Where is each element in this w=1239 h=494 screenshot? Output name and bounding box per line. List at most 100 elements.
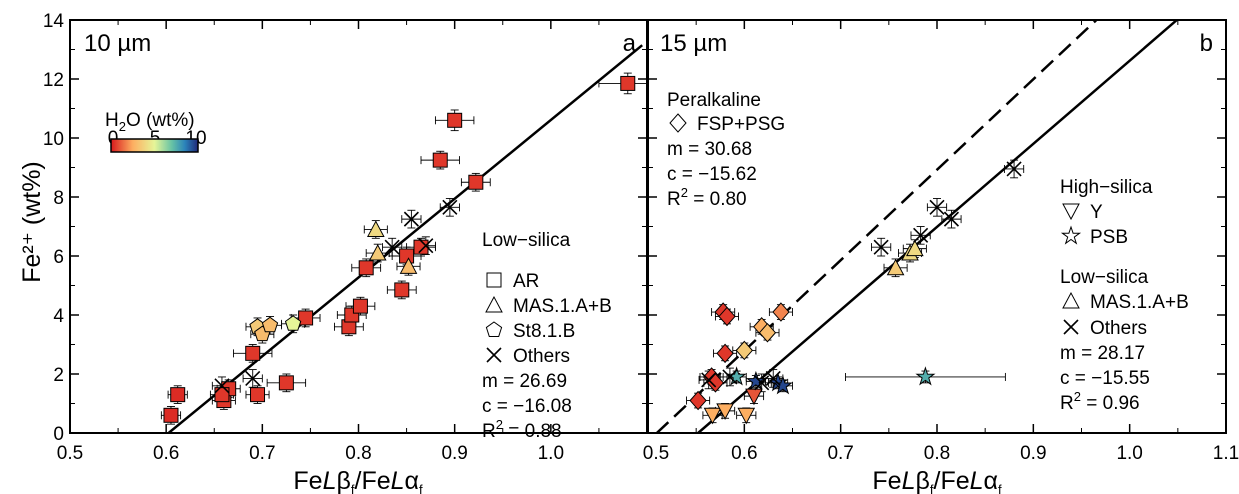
point-a-triangle-20 [366,220,385,237]
x-tick-label-a-3: 0.8 [345,443,371,464]
fit-b1-r2: R2 = 0.80 [667,185,747,210]
point-b-star-14 [915,366,936,386]
point-b-tri-down-10 [703,407,722,425]
legend-b-psb: PSB [1090,227,1128,248]
x-axis-label-b: FeLβf/FeLαf [872,467,1002,494]
point-b-diamond-8 [758,322,777,343]
x-tick-label-b-4: 0.9 [1020,443,1046,464]
point-b-tri-down-13 [745,388,763,406]
point-a-square-11 [352,298,368,314]
legend-a-ar: AR [513,271,539,292]
y-tick-label-1: 2 [53,365,64,386]
point-b-diamond-9 [772,302,790,322]
point-a-pentagon-25 [261,316,279,333]
legend-b-lowsilica-title: Low−silica [1060,267,1149,288]
point-a-square-15 [413,239,429,255]
panel-a-spot-size: 10 µm [84,30,151,57]
point-a-square-1 [170,387,186,403]
x-tick-label-b-5: 1.0 [1116,443,1142,464]
panel-a-plot [160,44,647,433]
legend-b-tri-down-icon [1062,203,1080,221]
fit-b2-intercept: c = −15.55 [1060,368,1150,389]
point-a-triangle-21 [368,243,387,261]
y-tick-label-3: 6 [53,247,64,268]
x-tick-label-b-3: 0.8 [924,443,950,464]
fit-a-intercept: c = −16.08 [482,396,572,417]
fit-b2-slope: m = 28.17 [1060,343,1145,364]
panel-a-ticks: 0.5 0.6 0.7 0.8 0.9 1.0 0 2 4 6 8 10 12 14 [43,11,648,464]
point-a-square-5 [250,387,266,403]
legend-a-square-icon [486,272,502,288]
legend-b-star-icon [1060,225,1082,245]
panel-a-label: a [623,30,637,57]
point-b-cross-28 [722,369,738,385]
fit-b1-slope: m = 30.68 [667,139,752,160]
error-bar-b-23 [910,226,931,245]
x-tick-label-a-5: 1.0 [538,443,564,464]
x-tick-label-b-2: 0.7 [827,443,853,464]
panel-b-ticks: 0.5 0.6 0.7 0.8 0.9 1.0 1.1 [643,19,1239,464]
colorbar-title: H2O (wt%) [105,110,195,134]
point-a-square-0 [163,407,179,423]
point-a-square-12 [394,282,410,298]
panel-b-data [655,20,1178,433]
point-a-square-4 [214,387,230,403]
y-tick-label-5: 10 [43,129,64,150]
fit-line-a-0 [166,44,643,433]
error-bar-b-22 [871,237,892,257]
x-tick-label-b-1: 0.6 [731,443,757,464]
legend-b-highsilica-title: High−silica [1060,177,1153,198]
point-a-square-19 [620,75,636,91]
fit-a-r2: R2 = 0.88 [482,417,562,442]
fit-line-b-1 [697,20,1178,433]
point-b-diamond-2 [716,343,734,364]
x-tick-label-b-6: 1.1 [1213,443,1239,464]
point-a-cross-30 [403,211,419,227]
point-a-square-8 [298,310,314,326]
y-tick-label-7: 14 [43,11,65,32]
point-b-cross-24 [929,199,945,215]
point-b-star-16 [745,370,766,390]
legend-b-peralkaline-title: Peralkaline [667,90,761,111]
point-a-cross-29 [384,239,400,255]
point-b-cross-25 [943,211,960,227]
legend-b-cross-icon [1063,319,1079,335]
y-tick-label-4: 8 [53,188,64,209]
point-a-triangle-22 [399,257,418,274]
fit-a-slope: m = 26.69 [482,371,567,392]
legend-a-symbols [485,272,503,363]
point-a-cross-31 [442,199,458,215]
point-a-square-7 [245,345,261,361]
legend-a-triangle-icon [485,295,503,313]
point-b-diamond-6 [735,340,754,361]
x-tick-label-a-2: 0.7 [249,443,275,464]
colorbar-gradient [110,138,199,153]
point-a-cross-27 [214,378,230,394]
legend-a-others: Others [513,346,570,367]
point-b-star-18 [772,375,793,395]
legend-b-triangle-icon [1062,291,1080,309]
legend-b-mas: MAS.1.A+B [1090,292,1189,313]
point-b-tri-down-11 [716,403,734,420]
point-b-cross-26 [1006,161,1022,177]
panel-b-legend: Peralkaline FSP+PSG m = 30.68 c = −15.62… [667,90,1189,414]
y-axis-label: Fe²⁺ (wt%) [18,161,46,283]
point-a-cross-32 [418,238,434,254]
y-tick-label-6: 12 [43,70,64,91]
point-a-square-16 [432,152,448,168]
panel-b-label: b [1200,30,1213,57]
point-b-cross-22 [873,239,889,255]
legend-b-fsp: FSP+PSG [697,114,785,135]
point-b-diamond-4 [706,373,725,393]
point-b-triangle-19 [886,258,905,276]
legend-b-symbols [669,113,1082,335]
legend-b-others: Others [1090,318,1147,339]
panel-a-legend: Low−silica AR MAS.1.A+B St8.1.B Others m… [482,230,612,442]
panel-a: 0.5 0.6 0.7 0.8 0.9 1.0 0 2 4 6 8 10 12 14 10 µm a H2… [43,11,648,464]
panel-b-plot [655,20,1178,433]
legend-b-y: Y [1090,202,1103,223]
panel-b: 0.5 0.6 0.7 0.8 0.9 1.0 1.1 15 µm b Peralkalin… [643,19,1239,464]
point-b-cross-27 [701,372,717,388]
fit-line-b-0 [655,20,1098,433]
point-b-cross-29 [765,370,781,386]
